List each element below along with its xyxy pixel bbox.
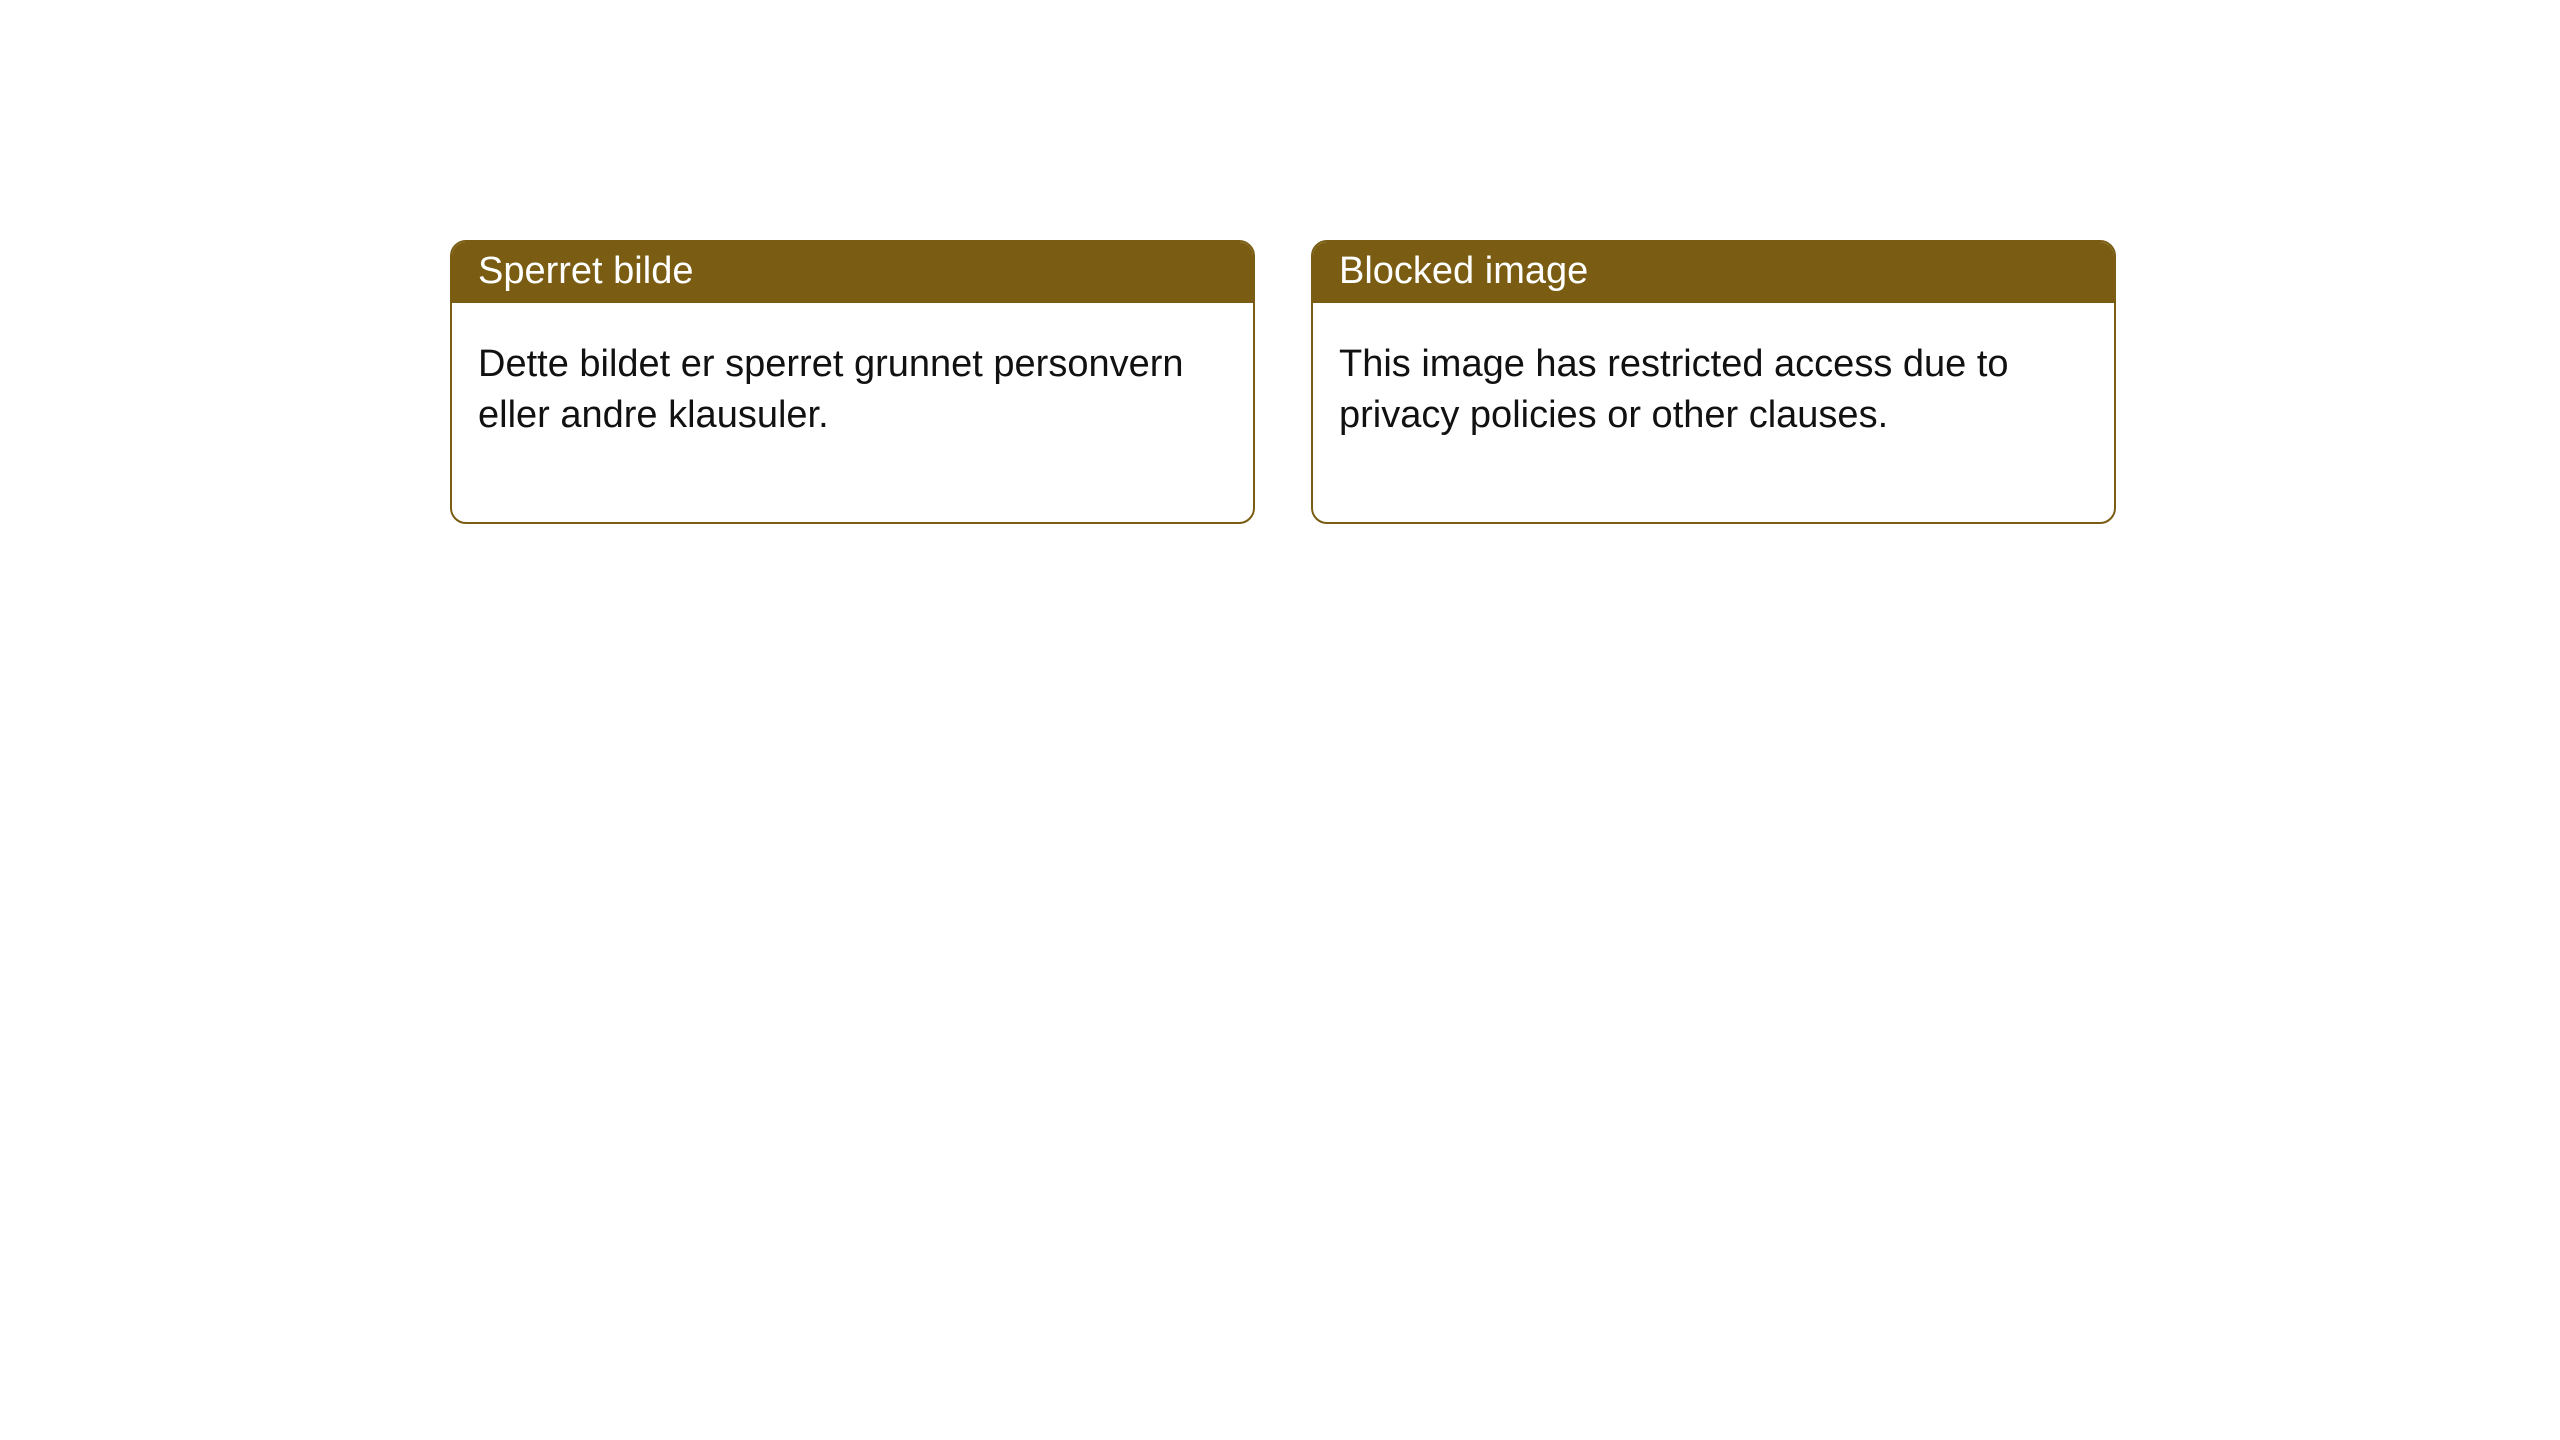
notice-card-english: Blocked image This image has restricted … [1311,240,2116,524]
notice-body: Dette bildet er sperret grunnet personve… [452,303,1253,522]
notice-body: This image has restricted access due to … [1313,303,2114,522]
notice-card-norwegian: Sperret bilde Dette bildet er sperret gr… [450,240,1255,524]
notice-container: Sperret bilde Dette bildet er sperret gr… [0,0,2560,524]
notice-header: Blocked image [1313,242,2114,303]
notice-header: Sperret bilde [452,242,1253,303]
